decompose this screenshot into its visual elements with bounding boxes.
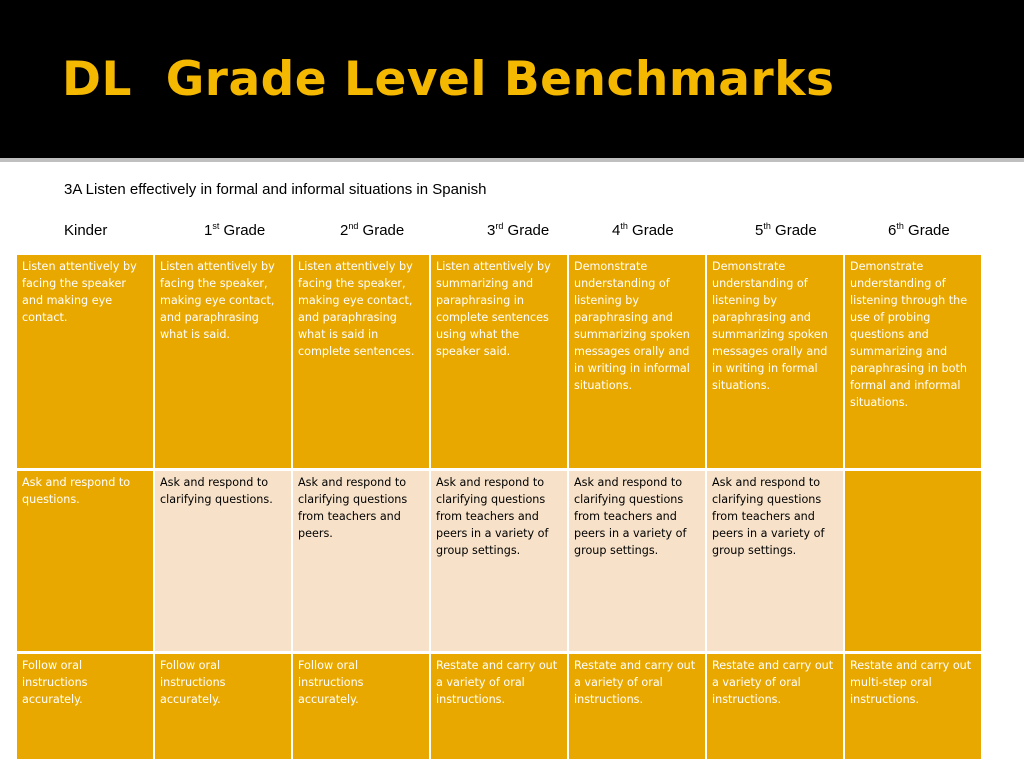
grade-header-1: 1st Grade [204, 221, 266, 240]
benchmark-cell: Restate and carry out a variety of oral … [569, 654, 707, 762]
benchmark-cell: Listen attentively by summarizing and pa… [431, 255, 569, 471]
benchmark-cell: Ask and respond to clarifying questions … [293, 471, 431, 654]
grade-header-5: 5th Grade [755, 221, 817, 240]
grade-number: 6 [888, 222, 897, 239]
grade-label: Grade [627, 222, 674, 239]
slide-title: DL Grade Level Benchmarks [62, 52, 835, 107]
benchmark-cell: Restate and carry out a variety of oral … [707, 654, 845, 762]
grade-number: 4 [612, 222, 621, 239]
benchmark-cell: Listen attentively by facing the speaker… [17, 255, 155, 471]
benchmark-cell: Demonstrate understanding of listening t… [845, 255, 983, 471]
grade-ordinal: th [620, 221, 628, 231]
benchmark-cell: Follow oral instructions accurately. [17, 654, 155, 762]
benchmark-cell: Restate and carry out multi-step oral in… [845, 654, 983, 762]
grade-ordinal: rd [495, 221, 504, 231]
benchmark-table: Listen attentively by facing the speaker… [17, 255, 985, 763]
grade-number: 3 [487, 222, 496, 239]
grade-header-3: 3rd Grade [487, 221, 550, 240]
benchmark-cell: Listen attentively by facing the speaker… [293, 255, 431, 471]
grade-label: Grade [770, 222, 817, 239]
benchmark-cell: Follow oral instructions accurately. [155, 654, 293, 762]
benchmark-cell: Follow oral instructions accurately. [293, 654, 431, 762]
title-divider [0, 158, 1024, 162]
grade-ordinal: th [763, 221, 771, 231]
grade-ordinal: th [896, 221, 904, 231]
grade-ordinal: st [212, 221, 220, 231]
grade-number: 5 [755, 222, 764, 239]
benchmark-cell: Demonstrate understanding of listening b… [707, 255, 845, 471]
benchmark-cell: Ask and respond to clarifying questions … [431, 471, 569, 654]
grade-header-2: 2nd Grade [340, 221, 405, 240]
benchmark-cell: Restate and carry out a variety of oral … [431, 654, 569, 762]
grade-label: Grade [903, 222, 950, 239]
benchmark-cell: Ask and respond to clarifying questions … [707, 471, 845, 654]
grade-number: 2 [340, 222, 349, 239]
standard-subtitle: 3A Listen effectively in formal and info… [64, 181, 487, 198]
benchmark-cell: Demonstrate understanding of listening b… [569, 255, 707, 471]
grade-number: 1 [204, 222, 213, 239]
grade-label: Kinder [64, 222, 108, 239]
grade-header-6: 6th Grade [888, 221, 950, 240]
grade-header-kinder: Kinder [64, 222, 107, 239]
grade-label: Grade [503, 222, 550, 239]
grade-label: Grade [358, 222, 405, 239]
benchmark-cell: Listen attentively by facing the speaker… [155, 255, 293, 471]
grade-label: Grade [219, 222, 266, 239]
grade-header-4: 4th Grade [612, 221, 674, 240]
grade-ordinal: nd [348, 221, 359, 231]
benchmark-cell: Ask and respond to questions. [17, 471, 155, 654]
benchmark-cell: Ask and respond to clarifying questions … [569, 471, 707, 654]
benchmark-cell: Ask and respond to clarifying questions. [155, 471, 293, 654]
title-bar: DL Grade Level Benchmarks [0, 0, 1024, 158]
benchmark-cell-empty [845, 471, 983, 654]
